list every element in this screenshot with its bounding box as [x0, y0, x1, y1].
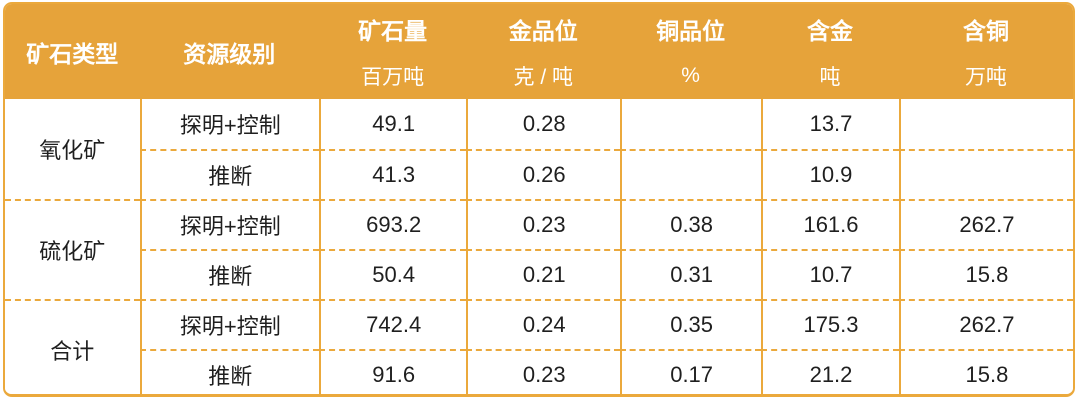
- data-cell: [898, 149, 1073, 199]
- data-cell: 50.4: [318, 249, 467, 299]
- data-cell: 41.3: [318, 149, 467, 199]
- table-header: 矿石类型 资源级别 矿石量 金品位 铜品位 含金 含铜 百万吨 克 / 吨 % …: [5, 4, 1073, 99]
- data-cell: 13.7: [761, 99, 899, 149]
- unit-copper-grade: %: [620, 53, 762, 99]
- unit-ore-amount: 百万吨: [318, 53, 467, 99]
- data-cell: 0.21: [466, 249, 621, 299]
- ore-type-cell: 硫化矿: [5, 199, 140, 299]
- data-cell: 0.28: [466, 99, 621, 149]
- header-label-row: 矿石类型 资源级别 矿石量 金品位 铜品位 含金 含铜: [5, 4, 1073, 99]
- data-cell: [898, 99, 1073, 149]
- data-cell: 10.7: [761, 249, 899, 299]
- table-row: 推断 91.6 0.23 0.17 21.2 15.8: [5, 349, 1073, 394]
- data-cell: 262.7: [898, 199, 1073, 249]
- data-cell: 0.38: [620, 199, 762, 249]
- mineral-resource-table: 矿石类型 资源级别 矿石量 金品位 铜品位 含金 含铜 百万吨 克 / 吨 % …: [3, 2, 1075, 397]
- table-row: 推断 50.4 0.21 0.31 10.7 15.8: [5, 249, 1073, 299]
- header-ore-amount: 矿石量: [318, 4, 467, 53]
- table-row: 推断 41.3 0.26 10.9: [5, 149, 1073, 199]
- data-cell: 10.9: [761, 149, 899, 199]
- header-gold-grade: 金品位: [466, 4, 621, 53]
- data-cell: 262.7: [898, 299, 1073, 349]
- header-resource-level: 资源级别: [139, 4, 319, 99]
- data-cell: 742.4: [318, 299, 467, 349]
- data-cell: 21.2: [761, 349, 899, 394]
- data-cell: 91.6: [318, 349, 467, 394]
- data-cell: 15.8: [898, 249, 1073, 299]
- level-cell: 推断: [139, 149, 319, 199]
- header-unit-row: 百万吨 克 / 吨 % 吨 万吨: [5, 53, 1073, 99]
- data-cell: [620, 99, 762, 149]
- level-cell: 推断: [139, 249, 319, 299]
- level-cell: 探明+控制: [139, 199, 319, 249]
- unit-gold-grade: 克 / 吨: [466, 53, 621, 99]
- data-cell: [620, 149, 762, 199]
- data-cell: 0.26: [466, 149, 621, 199]
- data-cell: 49.1: [318, 99, 467, 149]
- header-contained-copper: 含铜: [898, 4, 1073, 53]
- header-copper-grade: 铜品位: [620, 4, 762, 53]
- table-body: 氧化矿 探明+控制 49.1 0.28 13.7 推断 41.3 0.26 10…: [5, 99, 1073, 394]
- data-cell: 0.24: [466, 299, 621, 349]
- data-cell: 0.23: [466, 199, 621, 249]
- data-cell: 0.31: [620, 249, 762, 299]
- level-cell: 探明+控制: [139, 99, 319, 149]
- data-cell: 15.8: [898, 349, 1073, 394]
- ore-type-cell: 合计: [5, 299, 140, 394]
- header-contained-gold: 含金: [761, 4, 899, 53]
- level-cell: 探明+控制: [139, 299, 319, 349]
- data-cell: 0.23: [466, 349, 621, 394]
- unit-contained-gold: 吨: [761, 53, 899, 99]
- data-cell: 0.17: [620, 349, 762, 394]
- data-cell: 0.35: [620, 299, 762, 349]
- table-row: 合计 探明+控制 742.4 0.24 0.35 175.3 262.7: [5, 299, 1073, 394]
- table-row: 氧化矿 探明+控制 49.1 0.28 13.7: [5, 99, 1073, 199]
- data-table: 矿石类型 资源级别 矿石量 金品位 铜品位 含金 含铜 百万吨 克 / 吨 % …: [5, 4, 1073, 394]
- ore-type-cell: 氧化矿: [5, 99, 140, 199]
- unit-contained-copper: 万吨: [898, 53, 1073, 99]
- data-cell: 175.3: [761, 299, 899, 349]
- data-cell: 161.6: [761, 199, 899, 249]
- table-row: 硫化矿 探明+控制 693.2 0.23 0.38 161.6 262.7: [5, 199, 1073, 299]
- data-cell: 693.2: [318, 199, 467, 249]
- level-cell: 推断: [139, 349, 319, 394]
- header-ore-type: 矿石类型: [5, 4, 140, 99]
